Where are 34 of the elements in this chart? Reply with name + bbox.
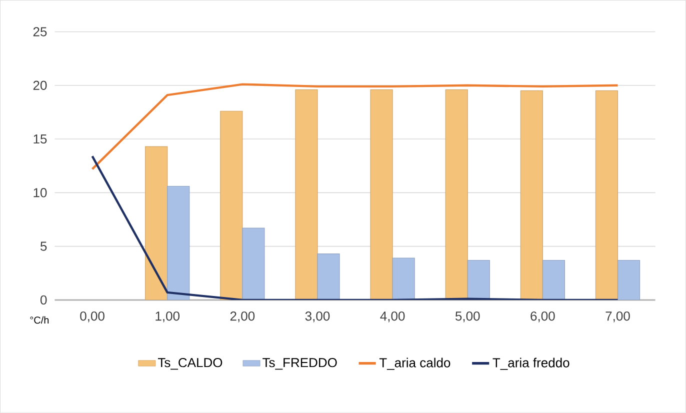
y-tick-label: 25 <box>33 27 47 36</box>
bar <box>145 146 168 300</box>
x-tick-label: 1,00 <box>156 312 180 322</box>
bar <box>617 260 640 300</box>
x-axis-title: °C/h <box>30 316 49 324</box>
y-tick-label: 10 <box>34 188 47 198</box>
y-tick-label: 20 <box>33 80 47 90</box>
bar <box>370 89 393 300</box>
bar <box>392 258 415 300</box>
x-tick-label: 4,00 <box>380 312 405 322</box>
line-series <box>91 83 619 170</box>
legend-label: Ts_FREDDO <box>262 358 337 370</box>
y-tick-label: 0 <box>40 295 47 305</box>
bar <box>467 260 490 300</box>
legend-label: T_aria caldo <box>379 358 450 370</box>
y-tick-label: 5 <box>40 242 47 251</box>
bar <box>167 186 190 300</box>
bar <box>542 260 565 300</box>
legend-label: T_aria freddo <box>492 358 570 370</box>
x-tick-label: 2,00 <box>230 312 255 322</box>
bar <box>295 89 318 300</box>
x-tick-label: 0,00 <box>80 312 104 322</box>
bar <box>520 90 543 300</box>
x-tick-label: 6,00 <box>530 312 555 322</box>
bar <box>445 89 468 300</box>
bar <box>220 110 243 300</box>
x-tick-label: 7,00 <box>606 312 630 322</box>
bar <box>595 90 618 300</box>
legend-label: Ts_CALDO <box>158 358 222 370</box>
y-tick-label: 15 <box>34 134 47 144</box>
x-tick-label: 3,00 <box>305 312 330 322</box>
x-tick-label: 5,00 <box>455 312 480 322</box>
bar <box>317 254 340 300</box>
bar <box>242 228 265 300</box>
